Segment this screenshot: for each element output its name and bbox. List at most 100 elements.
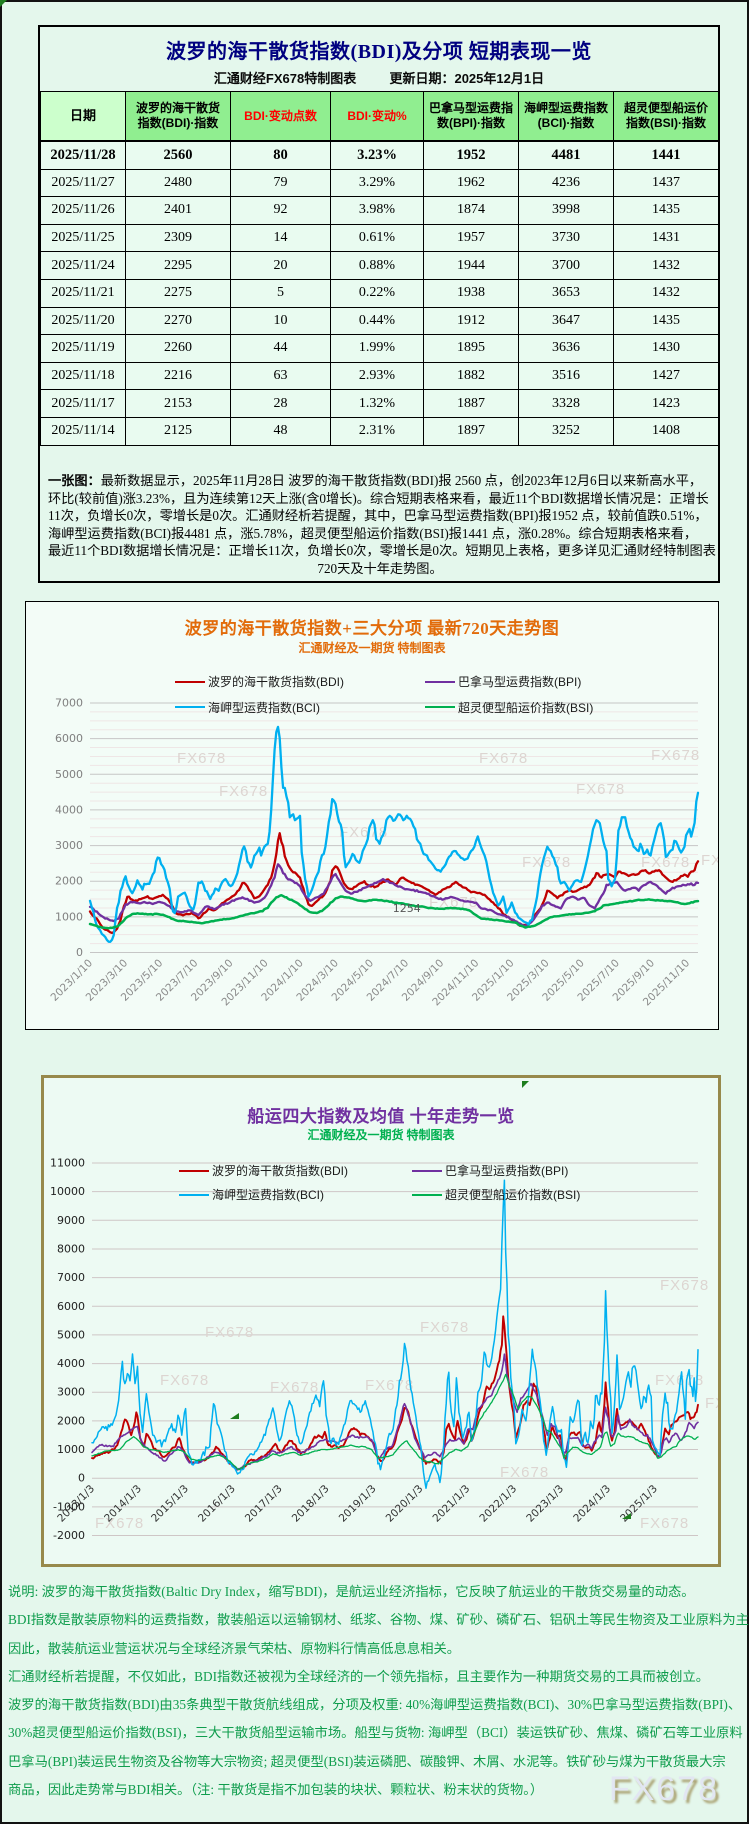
chart-watermark: FX678 (270, 1379, 319, 1396)
table-cell: 2025/11/28 (40, 139, 126, 170)
table-row: 2025/11/27 2480 79 3.29% 1962 4236 1437 (40, 168, 718, 198)
table-cell: 0.61% (330, 223, 424, 253)
column-header: 超灵便型船运价 指数(BSI)·指数 (613, 91, 718, 142)
table-cell: 92 (230, 196, 331, 225)
column-header: 海岬型运费指数 (BCI)·指数 (518, 91, 614, 142)
table-cell: 2025/11/18 (40, 361, 126, 391)
x-axis-label: 2023/1/3 (524, 1483, 566, 1525)
footnote-line: 波罗的海干散货指数(BDI)由35条典型干散货航线组成，分项及权重: 40%海岬… (8, 1697, 742, 1713)
table-cell: 2025/11/20 (40, 306, 126, 336)
table-cell: 1432 (613, 278, 718, 308)
table-row: 2025/11/28 2560 80 3.23% 1952 4481 1441 (40, 139, 718, 170)
chart-watermark: FX678 (660, 1277, 709, 1294)
table-row: 2025/11/14 2125 48 2.31% 1897 3252 1408 (40, 416, 718, 446)
table-cell: 3647 (518, 306, 614, 336)
table-cell: 3998 (518, 196, 614, 225)
chart-watermark: FX678 (500, 1464, 549, 1481)
legend-item: 巴拿马型运费指数(BPI) (412, 1162, 568, 1178)
table-cell: 2025/11/21 (40, 278, 126, 308)
series-line (91, 1179, 699, 1489)
table-cell: 2295 (125, 251, 231, 280)
green-flag-icon (622, 1513, 631, 1519)
table-cell: 44 (230, 334, 331, 363)
legend-item: 超灵便型船运价指数(BSI) (412, 1186, 580, 1202)
y-axis-label: 7000 (55, 697, 83, 710)
table-cell: 63 (230, 361, 331, 391)
table-cell: 5 (230, 278, 331, 308)
summary-line: 11次，负增长0次，零增长是0次。汇通财经析若提醒，其中，巴拿马型运费指数(BP… (48, 508, 708, 524)
table-cell: 2275 (125, 278, 231, 308)
chart-watermark: FX678 (479, 750, 528, 767)
table-cell: 79 (230, 168, 331, 198)
table-cell: 2153 (125, 389, 231, 418)
table-cell: 0.44% (330, 306, 424, 336)
chart-watermark: FX678 (177, 750, 226, 767)
table-cell: 2025/11/19 (40, 334, 126, 363)
chart-720day-plot: 0 1000 2000 3000 4000 5000 6000 7000 FX678 FX678 F… (49, 697, 719, 1009)
x-axis-label: 2022/1/3 (477, 1483, 519, 1525)
column-header: BDI·变动% (330, 91, 424, 142)
table-cell: 20 (230, 251, 331, 280)
y-axis-label: 6000 (57, 1300, 85, 1313)
y-axis-label: 3000 (57, 1386, 85, 1399)
table-cell: 3252 (518, 416, 614, 446)
x-axis-label: 2021/1/3 (431, 1483, 473, 1525)
table-cell: 1952 (423, 139, 519, 170)
page-corner-flag-icon (0, 0, 7, 7)
report-update-date: 更新日期：2025年12月1日 (389, 71, 545, 86)
table-cell: 1874 (423, 196, 519, 225)
y-axis-label: 1000 (57, 1443, 85, 1456)
table-cell: 4236 (518, 168, 614, 198)
table-cell: 2025/11/24 (40, 251, 126, 280)
legend-swatch (175, 706, 205, 709)
chart-watermark: FX678 (95, 1515, 144, 1532)
table-cell: 2025/11/14 (40, 416, 126, 446)
table-cell: 2025/11/26 (40, 196, 126, 225)
footnote-line: 说明: 波罗的海干散货指数(Baltic Dry Index，缩写BDI)，是航… (8, 1584, 695, 1599)
chart-watermark: FX678 (522, 854, 571, 871)
table-row: 2025/11/25 2309 14 0.61% 1957 3730 1431 (40, 223, 718, 253)
legend-swatch (412, 1193, 442, 1196)
legend-swatch (179, 1169, 209, 1172)
table-row: 2025/11/17 2153 28 1.32% 1887 3328 1423 (40, 389, 718, 418)
x-axis-label: 2024/1/3 (571, 1483, 613, 1525)
chart-watermark: FX678 (420, 1319, 469, 1336)
footnote-line: BDI指数是散装原物料的运费指数，散装船运以运输钢材、纸浆、谷物、煤、矿砂、磷矿… (8, 1612, 749, 1628)
report-source-label: 汇通财经FX678特制图表 (213, 71, 357, 86)
y-axis-label: -2000 (53, 1529, 85, 1542)
table-cell: 1432 (613, 251, 718, 280)
table-cell: 48 (230, 416, 331, 446)
chart-720day-subtitle: 汇通财经及一期货 特制图表 (298, 641, 446, 655)
chart-watermark: FX678 (701, 852, 719, 869)
bdi-table-body: 2025/11/28 2560 80 3.23% 1952 4481 1441 2025/11… (40, 139, 718, 446)
table-cell: 3.98% (330, 196, 424, 225)
y-axis-label: 2000 (55, 875, 83, 888)
chart-watermark: FX678 (705, 1395, 721, 1412)
legend-item: 波罗的海干散货指数(BDI) (179, 1162, 348, 1178)
table-cell: 1435 (613, 306, 718, 336)
y-axis-label: 0 (78, 1472, 85, 1485)
legend-item: 超灵便型船运价指数(BSI) (425, 699, 593, 715)
table-cell: 28 (230, 389, 331, 418)
table-cell: 2560 (125, 139, 231, 170)
table-cell: 3328 (518, 389, 614, 418)
series-line (88, 893, 700, 930)
summary-line: 720天及十年走势图。 (317, 560, 443, 576)
chart-720day-box: 0 1000 2000 3000 4000 5000 6000 7000 FX678 FX678 F… (25, 601, 719, 1030)
table-cell: 1441 (613, 139, 718, 170)
chart-watermark: FX678 (655, 1372, 704, 1389)
bdi-table: 日期 波罗的海干散货 指数(BDI)·指数 BDI·变动点数 BDI·变动% 巴拿马型运… (40, 91, 718, 446)
chart-watermark: FX678 (576, 781, 625, 798)
y-axis-label: 4000 (57, 1357, 85, 1370)
chart-720day-title: 波罗的海干散货指数+三大分项 最新720天走势图 (184, 619, 560, 638)
table-cell: 3653 (518, 278, 614, 308)
y-axis-label: 11000 (50, 1157, 85, 1170)
table-cell: 14 (230, 223, 331, 253)
table-cell: 1882 (423, 361, 519, 391)
table-cell: 1435 (613, 196, 718, 225)
y-axis-label: 2000 (57, 1414, 85, 1427)
table-cell: 1887 (423, 389, 519, 418)
chart-corner-flag-icon (522, 1081, 529, 1088)
footnote-line: 汇通财经析若提醒，不仅如此，BDI指数还被视为全球经济的一个领先指标，且主要作为… (8, 1668, 710, 1684)
legend-swatch (412, 1169, 442, 1172)
